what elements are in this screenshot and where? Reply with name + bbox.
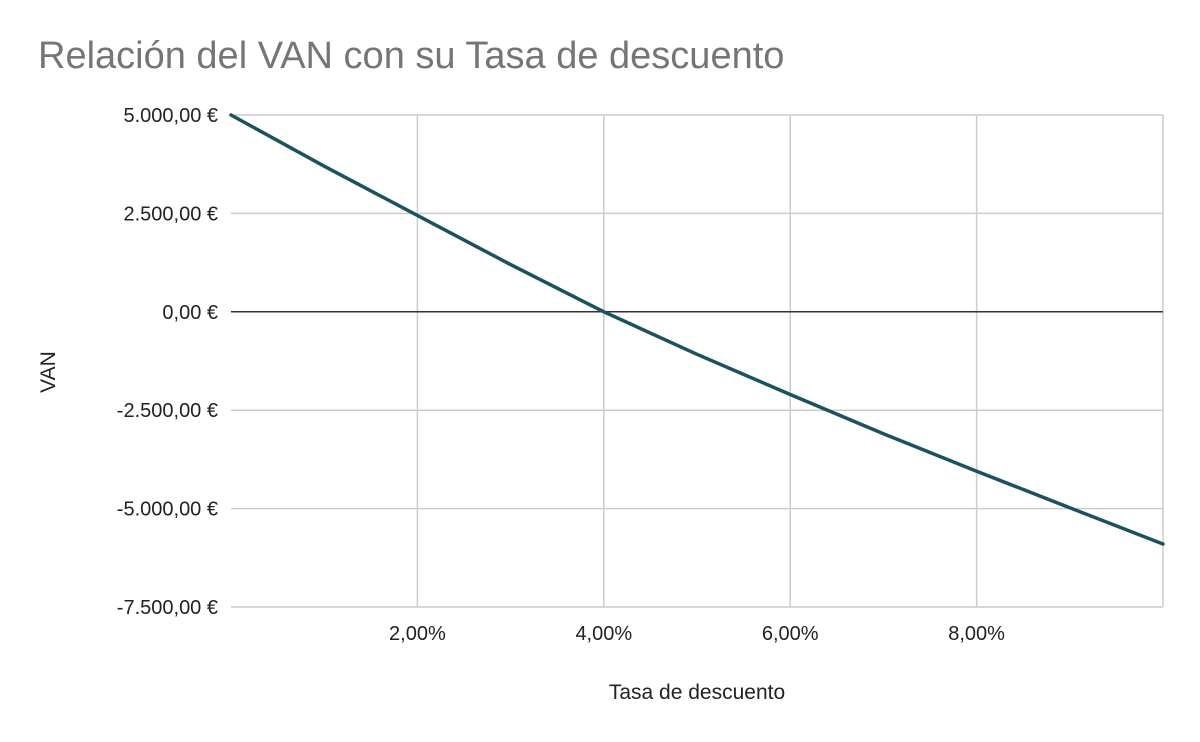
y-tick-label: 0,00 €	[162, 302, 218, 324]
chart-title: Relación del VAN con su Tasa de descuent…	[38, 35, 784, 77]
x-tick-label: 2,00%	[389, 623, 446, 645]
x-axis-title: Tasa de descuento	[609, 681, 785, 704]
x-tick-label: 4,00%	[575, 623, 632, 645]
y-tick-label: 5.000,00 €	[123, 105, 218, 127]
y-tick-label: 2.500,00 €	[123, 203, 218, 225]
y-tick-labels: 5.000,00 € 2.500,00 € 0,00 € -2.500,00 € -5.…	[117, 105, 218, 619]
x-tick-label: 6,00%	[762, 623, 819, 645]
y-tick-label: -2.500,00 €	[117, 400, 218, 422]
grid	[231, 114, 1164, 608]
x-tick-label: 8,00%	[948, 623, 1005, 645]
x-tick-labels: 2,00% 4,00% 6,00% 8,00%	[389, 623, 1005, 645]
y-tick-label: -5.000,00 €	[117, 499, 218, 521]
van-series-line	[229, 113, 1165, 546]
y-tick-label: -7.500,00 €	[117, 597, 218, 619]
y-axis-title: VAN	[37, 351, 60, 393]
series-layer	[229, 113, 1165, 546]
